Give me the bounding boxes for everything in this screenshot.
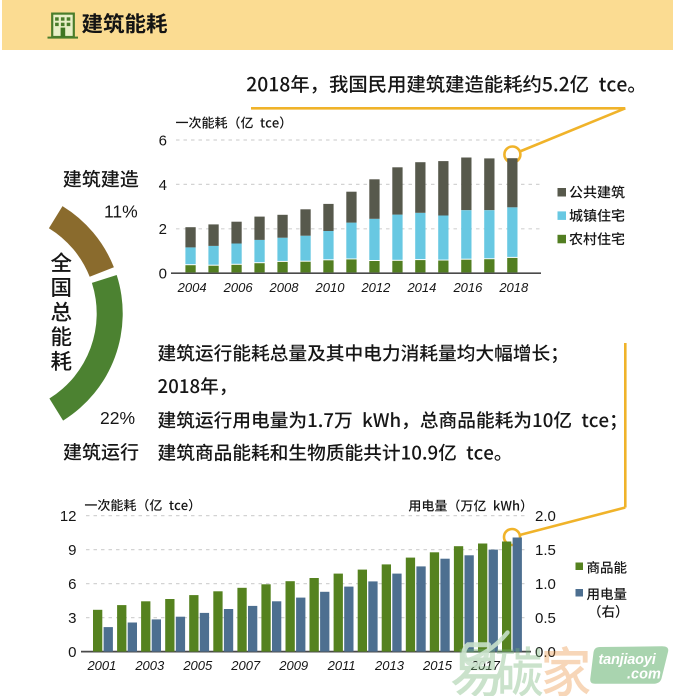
svg-text:4: 4 xyxy=(159,177,167,194)
svg-text:22%: 22% xyxy=(100,408,135,428)
svg-text:2015: 2015 xyxy=(422,658,453,673)
svg-text:tanjiaoyi: tanjiaoyi xyxy=(599,652,657,668)
svg-text:2007: 2007 xyxy=(230,658,261,673)
svg-text:2006: 2006 xyxy=(223,280,254,295)
svg-text:12: 12 xyxy=(60,508,77,525)
svg-text:2009: 2009 xyxy=(278,658,308,673)
svg-text:.com: .com xyxy=(627,667,661,683)
svg-text:2014: 2014 xyxy=(406,280,436,295)
svg-text:2001: 2001 xyxy=(86,658,116,673)
svg-text:1.5: 1.5 xyxy=(535,542,556,559)
svg-text:3: 3 xyxy=(68,610,76,627)
svg-text:0.5: 0.5 xyxy=(535,610,556,627)
svg-text:6: 6 xyxy=(159,132,167,149)
svg-text:6: 6 xyxy=(68,576,76,593)
svg-text:2018: 2018 xyxy=(498,280,529,295)
svg-text:2003: 2003 xyxy=(134,658,165,673)
svg-text:2.0: 2.0 xyxy=(535,508,556,525)
svg-text:2013: 2013 xyxy=(374,658,405,673)
svg-text:9: 9 xyxy=(68,542,76,559)
svg-text:2016: 2016 xyxy=(452,280,483,295)
svg-text:11%: 11% xyxy=(104,202,138,222)
svg-text:1.0: 1.0 xyxy=(535,576,556,593)
svg-text:2004: 2004 xyxy=(177,280,207,295)
svg-text:0: 0 xyxy=(68,644,76,661)
svg-text:2012: 2012 xyxy=(360,280,391,295)
svg-text:2010: 2010 xyxy=(315,280,346,295)
svg-text:2: 2 xyxy=(159,221,167,238)
svg-text:0: 0 xyxy=(159,266,167,283)
svg-text:2008: 2008 xyxy=(269,280,300,295)
svg-text:2005: 2005 xyxy=(182,658,213,673)
svg-text:2011: 2011 xyxy=(327,658,356,673)
